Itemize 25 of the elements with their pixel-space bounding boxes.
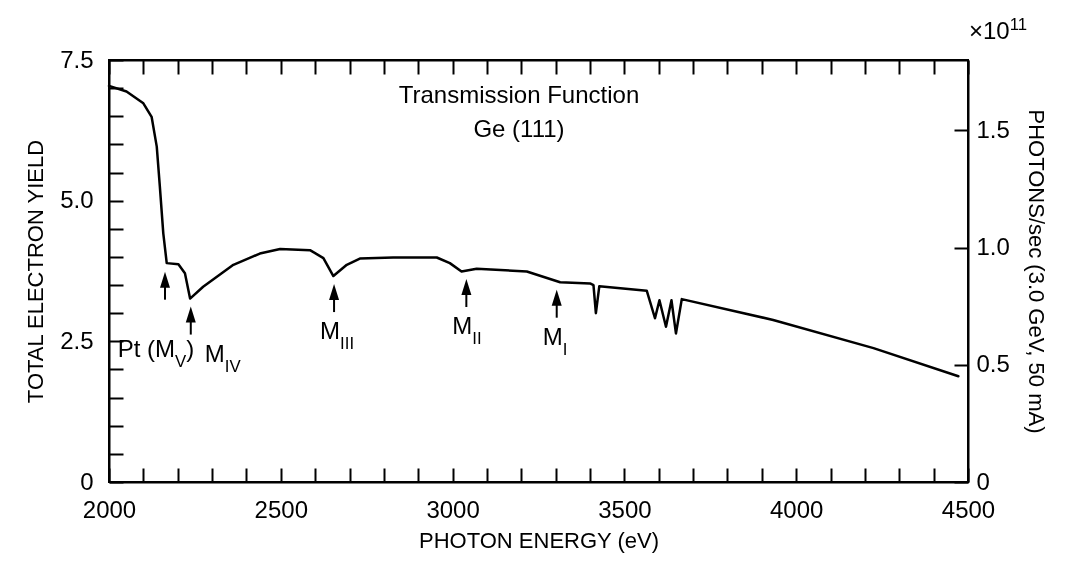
y2-tick-label: 1.0 — [976, 233, 1010, 261]
text: Ge (111) — [473, 115, 565, 142]
y-tick-label: 7.5 — [60, 45, 94, 73]
y-tick-label: 5.0 — [60, 186, 94, 214]
y2-tick-label: 1.5 — [976, 115, 1010, 143]
text: Transmission Function — [398, 81, 640, 108]
annotation: M$_{IV}$ — [204, 339, 242, 376]
annotation: M$_{II}$ — [452, 312, 482, 348]
y-tick-label: 2.5 — [60, 326, 94, 354]
x-tick-label: 3500 — [598, 495, 652, 523]
x-tick-label: 3000 — [426, 495, 480, 523]
annotation: M$_{III}$ — [320, 317, 355, 353]
y2-tick-label: 0.5 — [976, 350, 1010, 378]
y-axis-title: TOTAL ELECTRON YIELD — [23, 139, 49, 404]
annotation: M$_{I}$ — [542, 322, 568, 359]
x-tick-label: 2500 — [254, 495, 308, 523]
x-axis-title: PHOTON ENERGY (eV) — [418, 527, 660, 553]
y2-axis-title: PHOTONS/sec (3.0 GeV, 50 mA) — [1023, 109, 1049, 434]
x-tick-label: 4000 — [770, 495, 824, 523]
x-tick-label: 4500 — [941, 495, 996, 523]
annotation: Pt (M$_{V}$) — [117, 334, 195, 371]
text: ×10$^{11}$ — [968, 14, 1028, 44]
x-tick-label: 2000 — [82, 495, 137, 523]
y-tick-label: 0 — [80, 467, 94, 495]
y2-tick-label: 0 — [976, 467, 990, 495]
